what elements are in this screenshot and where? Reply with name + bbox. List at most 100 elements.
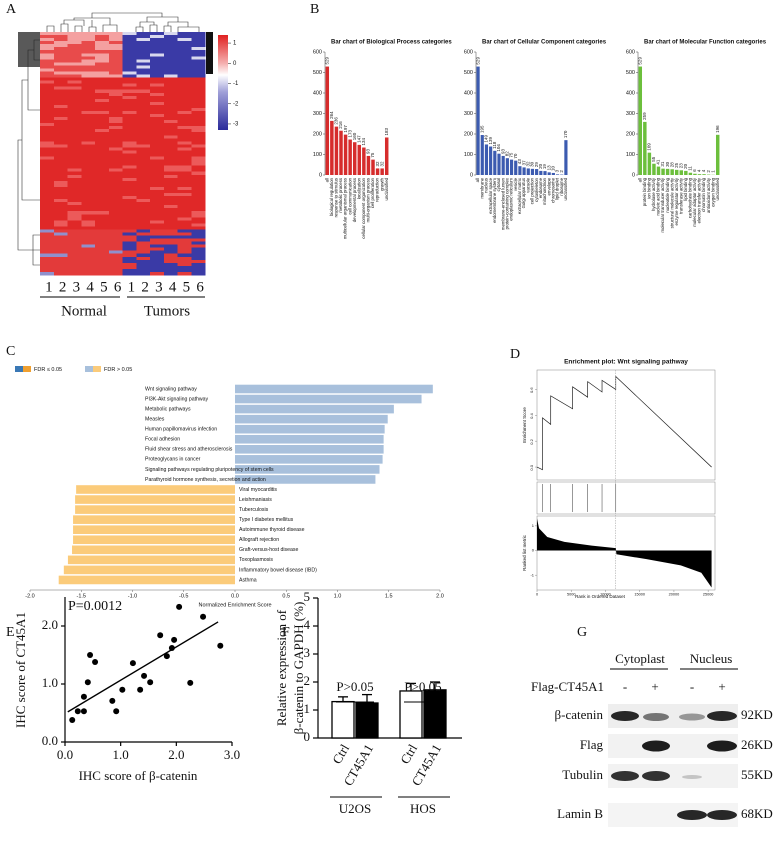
y2-tick-label: 1 — [532, 523, 535, 528]
heatmap-cell — [163, 259, 178, 264]
annotation: P>0.05 — [404, 679, 441, 694]
heatmap-cell — [53, 144, 68, 148]
heatmap-cell — [95, 129, 110, 133]
heatmap-cell — [150, 217, 165, 221]
heatmap-cell — [191, 38, 206, 42]
heatmap-cell — [163, 177, 178, 182]
heatmap-cell — [191, 44, 206, 48]
point — [176, 603, 183, 610]
heatmap-cell — [177, 150, 192, 154]
heatmap-cell — [108, 150, 123, 154]
heatmap-cell — [122, 250, 137, 255]
bar — [530, 168, 535, 175]
heatmap-cell — [191, 208, 206, 212]
western-blot: Cytoplast Nucleus Flag-CT45A1 - + - + β-… — [531, 651, 773, 827]
size-label: 92KD — [741, 707, 773, 722]
heatmap-cell — [136, 50, 151, 54]
heatmap-cell — [67, 223, 82, 227]
heatmap-cell — [136, 262, 151, 267]
value-label: 82 — [505, 151, 510, 157]
x-tick-label: all — [324, 178, 329, 182]
heatmap-cell — [136, 162, 151, 166]
heatmap-cell — [95, 35, 110, 39]
heatmap-cell — [136, 41, 151, 45]
bar — [58, 575, 236, 585]
heatmap-cell — [67, 250, 82, 255]
bar — [352, 142, 357, 175]
heatmap-cell — [108, 171, 123, 176]
heatmap-cell — [67, 44, 82, 48]
bar — [339, 130, 343, 175]
heatmap-cell — [53, 162, 68, 166]
y-tick-label: 0 — [304, 729, 311, 744]
colorbar-tick-label: 1 — [233, 41, 237, 47]
heatmap-cell — [81, 232, 96, 236]
heatmap-cell — [150, 147, 165, 151]
heatmap-cell — [136, 192, 151, 197]
heatmap-cell — [163, 68, 178, 72]
heatmap-cell — [163, 147, 178, 151]
heatmap-cell — [122, 156, 137, 160]
heatmap-cell — [95, 232, 110, 236]
heatmap-cell — [122, 232, 137, 236]
bar — [656, 166, 661, 175]
heatmap-cell — [81, 89, 96, 94]
heatmap-cell — [122, 132, 137, 136]
heatmap-cell — [150, 247, 165, 251]
heatmap-cell — [136, 68, 151, 72]
heatmap-cell — [40, 53, 55, 57]
heatmap-cell — [67, 104, 82, 109]
heatmap-cell — [177, 95, 192, 100]
bar — [235, 465, 380, 474]
x-tick-label: 2.0 — [436, 593, 444, 599]
heatmap-cell — [95, 250, 110, 255]
heatmap-cell — [191, 71, 206, 75]
heatmap-cell — [40, 141, 55, 145]
heatmap-cell — [81, 59, 96, 63]
heatmap-cell — [108, 196, 123, 200]
heatmap-cell — [136, 265, 151, 270]
heatmap-cell — [81, 83, 96, 87]
heatmap-cell — [95, 92, 110, 97]
heatmap-cell — [136, 244, 151, 248]
heatmap-cell — [163, 120, 178, 124]
x-tick-label: unclassified — [715, 177, 720, 200]
heatmap-cell — [191, 211, 206, 215]
heatmap-cell — [136, 129, 151, 133]
heatmap-cell — [67, 59, 82, 63]
value-label: 93 — [366, 148, 371, 154]
value-label: 160 — [352, 132, 357, 140]
x-tick-label: transferase activity — [678, 177, 683, 214]
heatmap-cell — [81, 50, 96, 54]
heatmap-cell — [177, 123, 192, 127]
heatmap-cell — [95, 271, 110, 276]
heatmap-cell — [191, 114, 206, 118]
heatmap-cell — [81, 150, 96, 154]
group-label: Tumors — [144, 303, 190, 319]
heatmap-cell — [150, 256, 165, 261]
heatmap-cell — [122, 38, 137, 42]
band — [677, 810, 707, 820]
heatmap-cell — [150, 150, 165, 154]
heatmap-cell — [163, 253, 178, 258]
heatmap-cell — [150, 196, 165, 200]
heatmap-cell — [81, 223, 96, 227]
heatmap-cell — [122, 150, 137, 154]
heatmap-cell — [40, 47, 55, 51]
heatmap-cell — [95, 89, 110, 94]
heatmap-cell — [122, 53, 137, 57]
heatmap-cell — [53, 168, 68, 173]
heatmap-cell — [122, 220, 137, 224]
heatmap-cell — [177, 199, 192, 203]
x-tick-label: lipid droplet — [555, 177, 560, 200]
x-tick-label: protein binding — [642, 177, 647, 206]
heatmap-cell — [150, 68, 165, 72]
heatmap-cell — [136, 35, 151, 39]
x-tick-label: 0.0 — [57, 747, 73, 762]
y-tick-label: 400 — [313, 90, 322, 96]
y-tick-label: 2 — [304, 673, 311, 688]
heatmap-cell — [163, 229, 178, 233]
heatmap-cell — [177, 183, 192, 188]
size-label: 55KD — [741, 767, 773, 782]
y-tick-label: 300 — [464, 111, 473, 117]
